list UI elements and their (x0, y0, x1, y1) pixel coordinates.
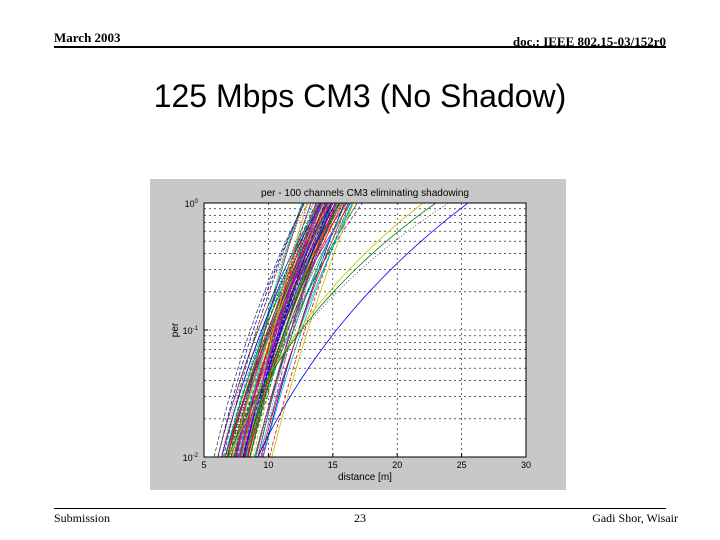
x-axis-label: distance [m] (338, 472, 392, 483)
series-line-channel (227, 202, 526, 458)
chart-svg: 5 10 15 20 25 30 100 10-1 10-2 per - 100 channel… (150, 179, 566, 490)
series-line-channel (242, 202, 387, 458)
series-line-channel (213, 202, 395, 458)
series-lines (213, 202, 526, 458)
series-line-channel (231, 202, 381, 458)
x-tick-label: 5 (201, 460, 206, 470)
series-line-channel (258, 202, 444, 458)
series-line-channel (246, 202, 372, 458)
series-line-channel (254, 202, 441, 458)
x-tick-label: 20 (392, 460, 402, 470)
series-line-channel (255, 202, 427, 458)
series-line-channel (244, 202, 420, 458)
page-number: 23 (354, 511, 366, 525)
series-line-channel (237, 202, 427, 458)
footer-author: Gadi Shor, Wisair (592, 511, 678, 525)
footer-divider (54, 508, 666, 509)
footer-submission: Submission (54, 511, 111, 525)
series-line-channel (217, 202, 385, 458)
series-line-channel (239, 202, 407, 458)
series-line-channel (257, 202, 526, 458)
series-line-channel (242, 202, 392, 458)
series-line-channel (226, 202, 405, 458)
series-line-channel (227, 202, 422, 458)
series-line-channel (269, 202, 402, 458)
series-line-channel (249, 202, 404, 458)
series-line-channel (221, 202, 376, 458)
header-doc-id: doc.: IEEE 802.15-03/152r0 (512, 34, 666, 49)
axis-ticks: 5 10 15 20 25 30 100 10-1 10-2 (183, 199, 531, 470)
series-line-channel (243, 202, 422, 458)
x-tick-label: 10 (263, 460, 273, 470)
y-tick-label: 10-2 (183, 453, 199, 463)
y-tick-label: 10-1 (183, 326, 199, 336)
series-line-channel (260, 202, 413, 458)
slide-title: 125 Mbps CM3 (No Shadow) (153, 78, 567, 114)
series-line-channel (230, 202, 399, 458)
chart-title: per - 100 channels CM3 eliminating shado… (261, 188, 469, 199)
series-line-channel (249, 202, 414, 458)
series-line-channel (223, 202, 355, 458)
header-divider (54, 46, 666, 48)
x-tick-label: 15 (328, 460, 338, 470)
series-line-channel (236, 202, 381, 458)
x-tick-label: 30 (521, 460, 531, 470)
series-line-channel (260, 202, 381, 458)
y-tick-label: 100 (185, 199, 199, 209)
series-line-channel (245, 202, 431, 458)
series-line-channel (242, 202, 400, 458)
header-date: March 2003 (54, 30, 121, 45)
per-plot: 5 10 15 20 25 30 100 10-1 10-2 per - 100 channel… (150, 179, 566, 490)
series-line-channel (246, 202, 386, 458)
y-axis-label: per (170, 322, 181, 337)
grid-lines (204, 203, 526, 457)
series-line-channel (224, 202, 383, 458)
x-tick-label: 25 (457, 460, 467, 470)
